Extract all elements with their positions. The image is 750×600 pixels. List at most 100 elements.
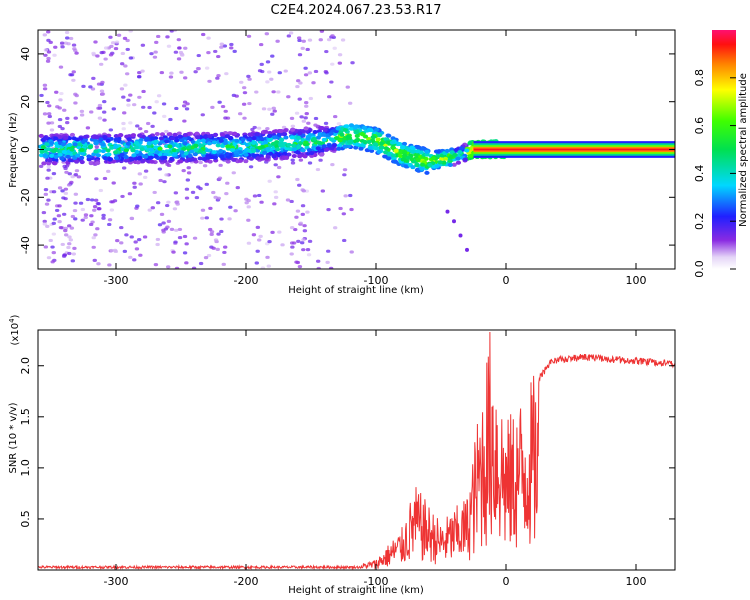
spectrogram-cell (157, 223, 163, 227)
spectrogram-cell (154, 131, 160, 136)
spectrogram-cell (153, 154, 159, 159)
spectrogram-cell (330, 62, 335, 66)
spectrogram-cell (342, 173, 347, 177)
spectrogram-cell (261, 107, 267, 111)
spectrogram-cell (448, 154, 454, 159)
spectrogram-cell (211, 246, 216, 250)
spectrogram-cell (47, 158, 53, 163)
colorbar-ticks: 0.0 0.2 0.4 0.6 0.8 (693, 69, 736, 278)
spectrogram-cell (252, 194, 258, 198)
spectrogram-cell (228, 205, 233, 209)
snr-y-tick-label: 0.5 (19, 510, 32, 528)
spectrogram-cell (362, 140, 368, 145)
spectrogram-cell (297, 154, 303, 159)
spectrogram-cell (350, 61, 355, 65)
colorbar: 0.0 0.2 0.4 0.6 0.8 Normalized spectral ampl… (693, 30, 749, 278)
spectrogram-cell (241, 102, 247, 106)
spectrogram-cell (337, 61, 343, 65)
spectrogram-cell (256, 126, 262, 130)
spectrogram-cell (305, 248, 311, 252)
spectrogram-cell (62, 108, 67, 112)
spectrogram-cell (271, 154, 277, 159)
spectrogram-cell (326, 249, 331, 253)
snr-x-tick-label: -200 (234, 575, 259, 588)
spectrogram-cell (209, 230, 215, 234)
spectrogram-cell (256, 238, 262, 242)
spectrogram-cell (308, 96, 314, 101)
spectrogram-cell (198, 160, 203, 165)
spectrogram-cell (316, 266, 321, 269)
spectrogram-cell (110, 41, 116, 45)
spectrogram-cell (172, 207, 178, 211)
spectrogram-cell (248, 165, 254, 169)
spectrogram-cell (51, 251, 56, 255)
spectrogram-cell (105, 148, 111, 153)
spectrogram-cell (293, 227, 298, 232)
spectrogram-cell (270, 54, 275, 58)
spectrogram-cell (278, 128, 284, 133)
spectrogram-cell (152, 55, 158, 59)
spectrogram-cell (291, 147, 297, 152)
spectrogram-cell (80, 207, 86, 212)
spectrogram-cell (89, 110, 94, 114)
spectrogram-cell (44, 142, 50, 147)
spectrogram-cell (301, 248, 306, 252)
spectrogram-cell (290, 158, 295, 162)
spectrogram-cell (291, 154, 297, 159)
spectrogram-cell (262, 150, 268, 155)
spectrogram-cell (225, 181, 230, 185)
spectrogram-cell (73, 192, 79, 196)
spectrogram-cell (283, 155, 290, 160)
spectrogram-cell (133, 140, 140, 145)
spectrogram-x-tick-label: -300 (104, 274, 129, 287)
spectrogram-cell (51, 232, 57, 236)
spectrogram-cell (234, 138, 240, 143)
spectrogram-cell (49, 153, 55, 158)
colorbar-tick-label: 0.2 (693, 212, 706, 230)
spectrogram-cell (269, 77, 274, 81)
spectrogram-cell (63, 187, 69, 191)
spectrogram-cell (282, 128, 289, 133)
spectrogram-cell (57, 124, 63, 129)
spectrogram-cell (173, 240, 178, 244)
spectrogram-cell (46, 198, 51, 202)
spectrogram-cell (52, 53, 57, 57)
spectrogram-cell (182, 76, 188, 80)
spectrogram-cell (229, 46, 234, 50)
spectrogram-cell (267, 130, 273, 135)
spectrogram-cell (67, 158, 73, 163)
spectrogram-cell (266, 133, 273, 138)
spectrogram-cell (361, 125, 368, 130)
spectrogram-cell (71, 78, 76, 82)
spectrogram-cell (342, 168, 348, 172)
spectrogram-cell (198, 261, 204, 266)
spectrogram-cell (333, 114, 338, 119)
spectrogram-y-axis-title: Frequency (Hz) (8, 112, 19, 188)
spectrogram-cell (401, 141, 408, 146)
spectrogram-cell (375, 137, 381, 142)
spectrogram-cell (400, 145, 406, 150)
spectrogram-cell (120, 62, 125, 66)
spectrogram-y-tick-label: 0 (19, 146, 32, 153)
spectrogram-cell (192, 152, 198, 157)
spectrogram-cell (168, 75, 174, 79)
spectrogram-cell (348, 193, 353, 198)
spectrogram-cell (79, 160, 85, 165)
spectrogram-cell (171, 148, 177, 153)
spectrogram-cell (173, 50, 179, 54)
spectrogram-cell (109, 248, 114, 253)
spectrogram-cell (324, 71, 329, 75)
spectrogram-cell (251, 136, 257, 141)
spectrogram-cell (424, 170, 430, 175)
spectrogram-cell (204, 182, 209, 186)
spectrogram-cell (328, 137, 335, 142)
spectrogram-cell (39, 149, 45, 154)
spectrogram-cell (113, 249, 119, 254)
spectrogram-cell (354, 138, 360, 143)
spectrogram-cell (244, 201, 249, 205)
spectrogram-cell (259, 144, 265, 149)
spectrogram-cell (67, 242, 72, 246)
spectrogram-cell (206, 141, 213, 146)
spectrogram-cell (43, 245, 49, 249)
spectrogram-cell (197, 148, 203, 153)
